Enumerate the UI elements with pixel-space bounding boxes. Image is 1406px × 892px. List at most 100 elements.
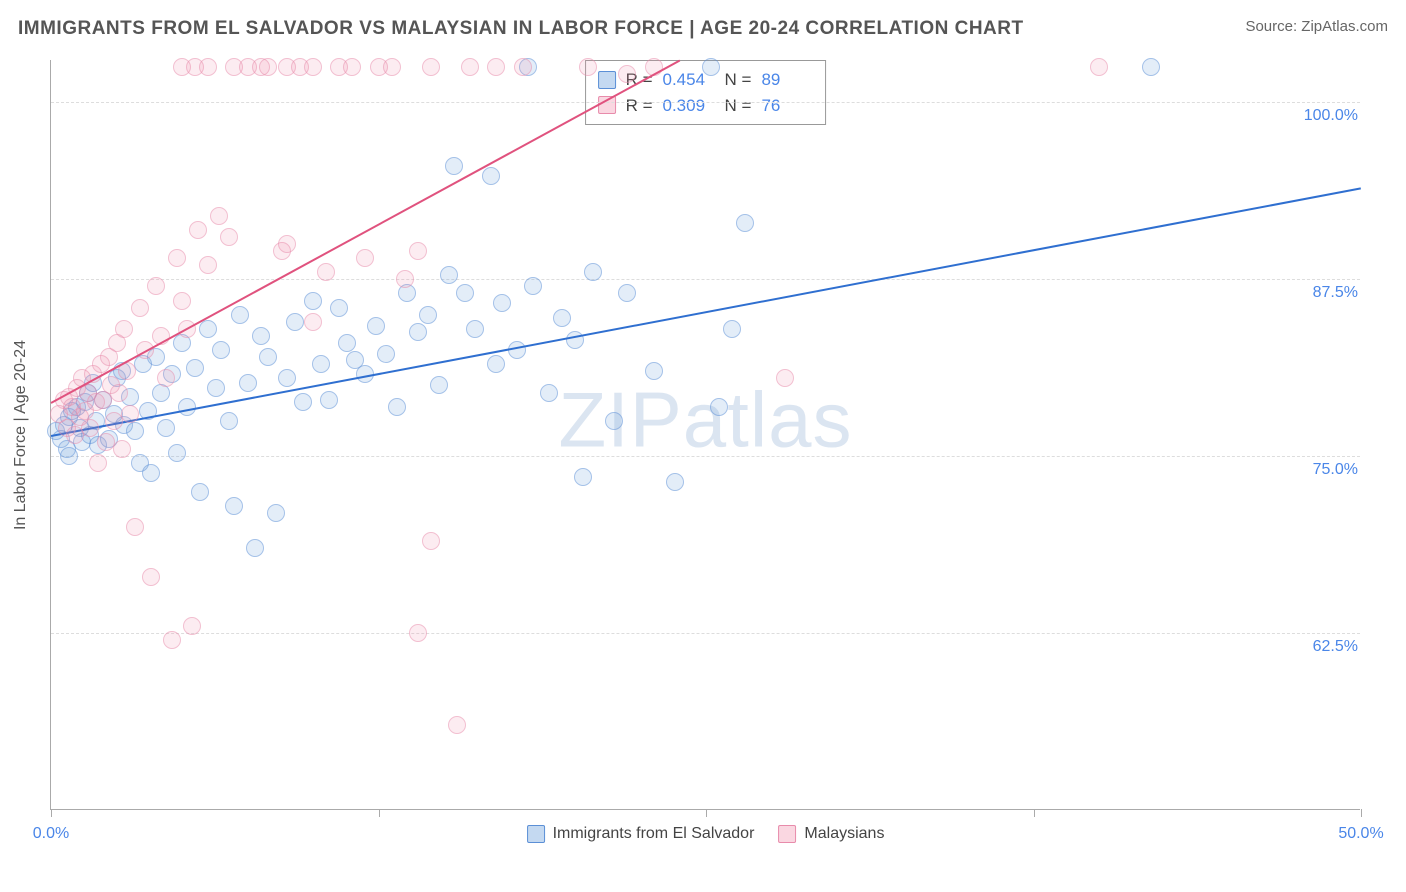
point-blue xyxy=(456,284,474,302)
point-blue xyxy=(338,334,356,352)
point-blue xyxy=(493,294,511,312)
point-blue xyxy=(212,341,230,359)
point-blue xyxy=(239,374,257,392)
point-blue xyxy=(199,320,217,338)
point-blue xyxy=(736,214,754,232)
point-pink xyxy=(173,292,191,310)
point-blue xyxy=(584,263,602,281)
point-pink xyxy=(189,221,207,239)
point-blue xyxy=(304,292,322,310)
point-pink xyxy=(487,58,505,76)
y-tick-label: 62.5% xyxy=(1313,638,1362,656)
point-pink xyxy=(461,58,479,76)
point-blue xyxy=(618,284,636,302)
point-blue xyxy=(191,483,209,501)
swatch-blue-icon xyxy=(527,825,545,843)
point-pink xyxy=(131,299,149,317)
point-pink xyxy=(110,384,128,402)
point-pink xyxy=(343,58,361,76)
x-tick xyxy=(379,809,380,817)
point-pink xyxy=(409,624,427,642)
point-blue xyxy=(126,422,144,440)
swatch-pink-icon xyxy=(778,825,796,843)
point-blue xyxy=(278,369,296,387)
point-pink xyxy=(304,313,322,331)
x-tick-label: 50.0% xyxy=(1338,825,1383,843)
point-blue xyxy=(377,345,395,363)
point-pink xyxy=(579,58,597,76)
point-pink xyxy=(383,58,401,76)
point-blue xyxy=(645,362,663,380)
point-blue xyxy=(419,306,437,324)
point-pink xyxy=(356,249,374,267)
point-pink xyxy=(304,58,322,76)
point-pink xyxy=(422,532,440,550)
point-blue xyxy=(367,317,385,335)
scatter-chart: ZIPatlas In Labor Force | Age 20-24 R = … xyxy=(50,60,1360,810)
gridline xyxy=(51,633,1360,634)
point-blue xyxy=(320,391,338,409)
point-blue xyxy=(466,320,484,338)
title-bar: IMMIGRANTS FROM EL SALVADOR VS MALAYSIAN… xyxy=(18,18,1388,40)
point-pink xyxy=(126,518,144,536)
point-blue xyxy=(142,464,160,482)
point-pink xyxy=(618,65,636,83)
y-axis-label: In Labor Force | Age 20-24 xyxy=(12,339,30,529)
point-pink xyxy=(422,58,440,76)
point-pink xyxy=(1090,58,1108,76)
point-blue xyxy=(60,447,78,465)
point-pink xyxy=(168,249,186,267)
point-pink xyxy=(163,631,181,649)
point-pink xyxy=(317,263,335,281)
gridline xyxy=(51,279,1360,280)
x-tick xyxy=(1361,809,1362,817)
point-blue xyxy=(246,539,264,557)
point-pink xyxy=(210,207,228,225)
point-blue xyxy=(312,355,330,373)
point-blue xyxy=(225,497,243,515)
point-blue xyxy=(574,468,592,486)
point-pink xyxy=(121,405,139,423)
point-pink xyxy=(147,277,165,295)
point-blue xyxy=(220,412,238,430)
point-blue xyxy=(294,393,312,411)
point-pink xyxy=(89,454,107,472)
x-tick-label: 0.0% xyxy=(33,825,69,843)
y-tick-label: 87.5% xyxy=(1313,284,1362,302)
point-blue xyxy=(231,306,249,324)
point-pink xyxy=(396,270,414,288)
point-pink xyxy=(183,617,201,635)
point-blue xyxy=(440,266,458,284)
x-tick xyxy=(51,809,52,817)
point-pink xyxy=(113,440,131,458)
point-blue xyxy=(508,341,526,359)
point-pink xyxy=(199,256,217,274)
chart-title: IMMIGRANTS FROM EL SALVADOR VS MALAYSIAN… xyxy=(18,18,1024,40)
point-blue xyxy=(252,327,270,345)
legend-item-pink: Malaysians xyxy=(778,825,884,843)
point-blue xyxy=(553,309,571,327)
point-blue xyxy=(723,320,741,338)
point-blue xyxy=(168,444,186,462)
point-blue xyxy=(207,379,225,397)
point-blue xyxy=(605,412,623,430)
regression-line-pink xyxy=(51,60,681,404)
point-pink xyxy=(278,235,296,253)
point-pink xyxy=(142,568,160,586)
point-blue xyxy=(710,398,728,416)
stats-row-pink: R = 0.309 N = 76 xyxy=(598,93,814,119)
swatch-blue-icon xyxy=(598,71,616,89)
watermark: ZIPatlas xyxy=(558,374,852,465)
point-blue xyxy=(666,473,684,491)
source-label: Source: ZipAtlas.com xyxy=(1245,18,1388,35)
point-pink xyxy=(199,58,217,76)
gridline xyxy=(51,102,1360,103)
point-blue xyxy=(540,384,558,402)
bottom-legend: Immigrants from El Salvador Malaysians xyxy=(527,825,885,843)
point-pink xyxy=(81,419,99,437)
point-blue xyxy=(430,376,448,394)
point-blue xyxy=(286,313,304,331)
legend-item-blue: Immigrants from El Salvador xyxy=(527,825,755,843)
point-pink xyxy=(115,320,133,338)
y-tick-label: 75.0% xyxy=(1313,461,1362,479)
